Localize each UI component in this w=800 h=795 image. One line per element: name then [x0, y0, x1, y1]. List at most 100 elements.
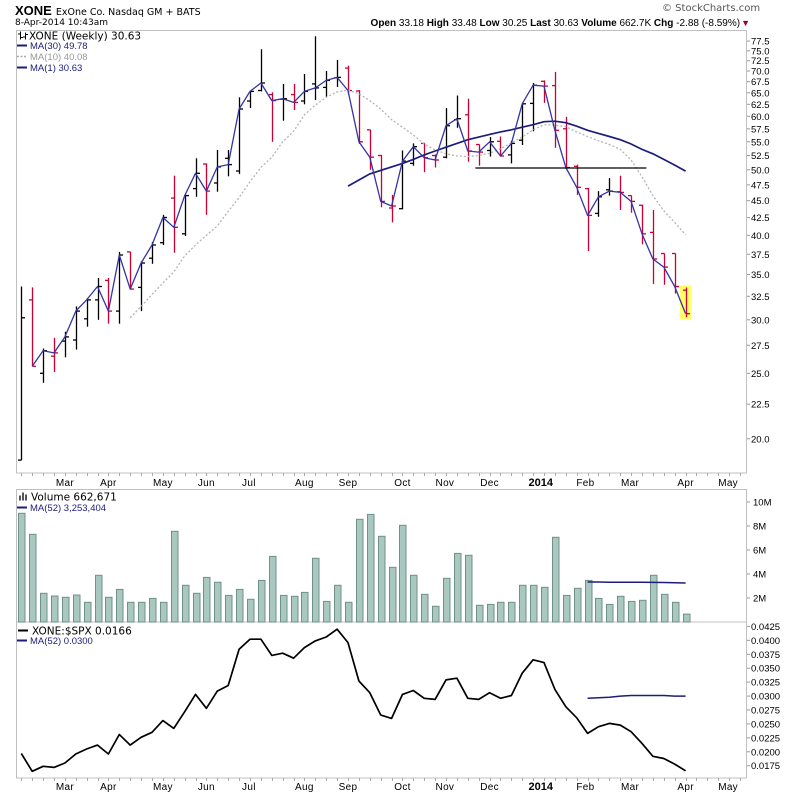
x-axis-label: Apr	[100, 478, 117, 489]
volume-ma52-line	[587, 581, 686, 584]
volume-bar	[476, 604, 484, 623]
copyright: © StockCharts.com	[662, 3, 761, 14]
price-bar-up	[73, 306, 80, 350]
ratio-ma-legend-label: MA(52) 0.0300	[30, 636, 93, 647]
price-axis-label: 52.5	[751, 151, 770, 162]
volume-ma-legend-label: MA(52) 3,253,404	[30, 503, 106, 514]
ratio-axis-label: 0.0250	[751, 719, 780, 730]
volume-bar	[323, 600, 331, 623]
price-bar-up	[454, 95, 461, 128]
price-bar-up	[247, 90, 254, 109]
volume-bar	[247, 598, 255, 623]
x-axis: Mar Mar Apr Apr May May Jun Jun Jul Jul Aug Aug Sep S…	[21, 473, 741, 793]
x-axis-label: May	[153, 782, 173, 793]
volume-bar	[269, 555, 277, 623]
volume-bar	[650, 574, 658, 623]
volume-bar	[672, 601, 680, 623]
volume-bar	[585, 579, 593, 623]
volume-axis-label: 10M	[753, 498, 772, 509]
volume-bar	[530, 584, 538, 623]
volume-bar	[661, 593, 669, 623]
volume-bar	[18, 512, 26, 623]
ratio-axis-label: 0.0200	[751, 747, 780, 758]
price-bar-down	[51, 337, 58, 373]
ohlc-bars-icon	[18, 31, 28, 40]
price-axis-label: 37.5	[751, 250, 770, 261]
price-moving-averages	[31, 76, 687, 367]
price-bar-up	[84, 298, 91, 327]
price-bar-down	[356, 90, 363, 144]
highlight-layer	[680, 285, 692, 320]
ma10-legend-label: MA(10) 40.08	[30, 52, 88, 63]
chart-panels	[16, 30, 747, 779]
volume-bar	[193, 592, 201, 623]
volume-axis-label: 8M	[753, 522, 766, 533]
price-axis-label: 60.0	[751, 112, 770, 123]
x-axis-label: Feb	[576, 478, 594, 489]
volume-axis-label: 4M	[753, 570, 766, 581]
ratio-axis-label: 0.0325	[751, 678, 780, 689]
x-axis-label: Apr	[100, 782, 117, 793]
volume-bar	[399, 524, 407, 623]
price-bar-down	[476, 143, 483, 166]
volume-bar	[62, 596, 70, 623]
price-axis-label: 20.0	[751, 434, 770, 445]
x-axis-label: Mar	[56, 478, 74, 489]
price-axis-label: 72.5	[751, 56, 770, 67]
ratio-ma52-line	[587, 694, 686, 700]
ratio-panel	[16, 621, 747, 779]
volume-bar	[51, 595, 59, 623]
volume-bar	[574, 587, 582, 623]
volume-bar	[628, 600, 636, 623]
volume-label: Volume	[581, 18, 617, 29]
ratio-axis-label: 0.0400	[751, 636, 780, 647]
price-bar-up	[399, 150, 406, 210]
price-axis-label: 75.0	[751, 46, 770, 57]
volume-moving-average	[587, 581, 686, 584]
price-bar-up	[312, 36, 319, 101]
x-axis-label: Nov	[436, 478, 455, 489]
volume-bar	[410, 574, 418, 623]
timestamp: 8-Apr-2014 10:43am	[15, 18, 109, 28]
price-bar-down	[105, 277, 112, 324]
volume-bar	[40, 592, 48, 623]
price-bar-up	[301, 74, 308, 105]
x-axis-label: 2014	[529, 781, 554, 793]
volume-axis-label: 6M	[753, 546, 766, 557]
x-axis-label: Sep	[339, 782, 358, 793]
price-bar-down	[650, 210, 657, 284]
x-axis-label: Dec	[480, 478, 499, 489]
volume-bar	[127, 601, 135, 623]
ma1-legend-label: MA(1) 30.63	[30, 63, 82, 74]
volume-bar	[95, 574, 103, 623]
price-bar-up	[334, 59, 341, 87]
x-axis-label: May	[718, 782, 738, 793]
volume-bar	[171, 530, 179, 623]
price-bar-down	[127, 251, 134, 290]
down-triangle-icon: ▼	[741, 18, 750, 28]
price-bar-up	[182, 194, 189, 236]
last-bar-highlight	[680, 285, 692, 320]
x-axis-label: Apr	[677, 782, 694, 793]
price-axis-label: 25.0	[751, 369, 770, 380]
volume-bar	[563, 594, 571, 623]
x-axis-label: Jun	[198, 478, 215, 489]
y-axes: 77.575.072.570.067.565.062.560.057.5 55.0…	[747, 37, 780, 772]
volume-bar	[432, 605, 440, 623]
price-panel	[16, 30, 747, 474]
x-axis-label: Aug	[295, 478, 314, 489]
price-axis-label: 57.5	[751, 124, 770, 135]
price-bar-down	[29, 287, 36, 367]
volume-bar	[378, 535, 386, 623]
price-axis-label: 62.5	[751, 100, 770, 111]
company-name: ExOne Co. Nasdaq GM + BATS	[55, 7, 201, 18]
volume-bar	[203, 576, 211, 623]
volume-bar	[606, 603, 614, 623]
ratio-axis-label: 0.0425	[751, 622, 780, 633]
x-axis-label: Oct	[394, 782, 410, 793]
x-axis-label: Sep	[339, 478, 358, 489]
x-axis-label: Jul	[242, 478, 256, 489]
price-axis-label: 77.5	[751, 37, 770, 48]
volume-bar	[497, 601, 505, 623]
price-axis-label: 55.0	[751, 137, 770, 148]
